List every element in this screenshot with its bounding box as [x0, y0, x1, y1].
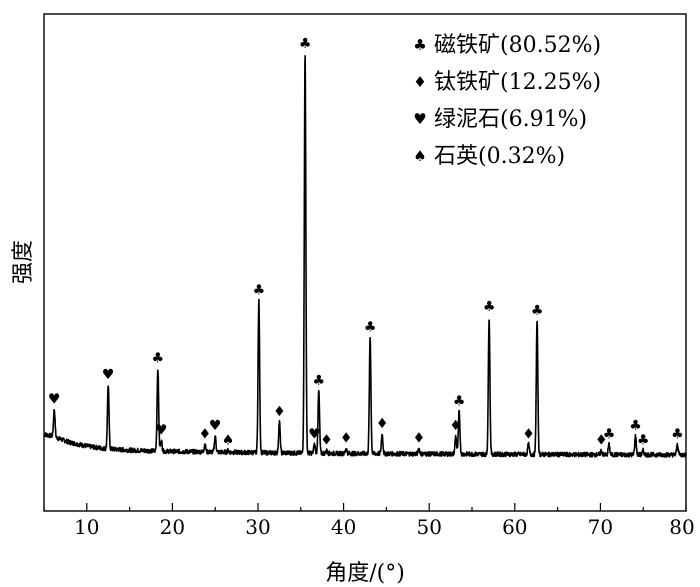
peak-marker: ♦ — [449, 418, 462, 434]
peak-marker: ♣ — [253, 283, 266, 299]
x-tick-label: 80 — [669, 515, 694, 539]
x-tick-label: 30 — [245, 515, 270, 539]
peak-marker: ♣ — [637, 433, 650, 449]
legend-symbol: ♥ — [413, 110, 426, 128]
x-tick-label: 40 — [331, 515, 356, 539]
peak-marker: ♦ — [320, 433, 333, 449]
peak-marker: ♣ — [629, 418, 642, 434]
peak-marker: ♦ — [376, 416, 389, 432]
peak-marker: ♥ — [308, 426, 321, 442]
legend-label: 钛铁矿(12.25%) — [434, 70, 601, 95]
legend-label: 石英(0.32%) — [434, 144, 565, 169]
legend-symbol: ♠ — [413, 147, 426, 165]
peak-marker: ♥ — [155, 422, 168, 438]
x-tick-label: 70 — [588, 515, 613, 539]
peak-marker: ♥ — [102, 367, 115, 383]
y-axis-label: 强度 — [11, 240, 36, 284]
legend-symbol: ♦ — [413, 73, 426, 91]
x-axis-ticks: 10 20 30 40 50 60 70 80 — [43, 503, 695, 539]
legend-label: 磁铁矿(80.52%) — [434, 33, 601, 58]
peak-marker: ♣ — [313, 373, 326, 389]
peak-marker: ♣ — [671, 426, 684, 442]
x-tick-label: 60 — [502, 515, 527, 539]
legend: ♣ 磁铁矿(80.52%) ♦ 钛铁矿(12.25%) ♥ 绿泥石(6.91%) ♠ 石英(0… — [413, 33, 601, 169]
peak-marker: ♦ — [595, 433, 608, 449]
peak-markers: ♥♥♣♥ ♦♥♠♣♦♣♥♣♦ ♦♣♦♦♦♣♣♦♣♦♣♣♣ ♣ — [48, 36, 684, 449]
peak-marker: ♣ — [453, 394, 466, 410]
plot-area — [43, 54, 687, 458]
peak-marker: ♦ — [273, 404, 286, 420]
x-tick-label: 10 — [74, 515, 99, 539]
peak-marker: ♣ — [603, 426, 616, 442]
peak-marker: ♣ — [364, 320, 377, 336]
peak-marker: ♣ — [299, 36, 312, 52]
peak-marker: ♥ — [48, 392, 61, 408]
peak-marker: ♦ — [522, 426, 535, 442]
peak-marker: ♣ — [152, 350, 165, 366]
peak-marker: ♦ — [413, 431, 426, 447]
legend-symbol: ♣ — [413, 36, 426, 54]
peak-marker: ♠ — [222, 433, 235, 449]
peak-marker: ♣ — [531, 303, 544, 319]
plot-frame — [43, 13, 687, 512]
peak-marker: ♥ — [209, 418, 222, 434]
x-tick-label: 20 — [160, 515, 185, 539]
peak-marker: ♦ — [199, 426, 212, 442]
peak-marker: ♦ — [340, 431, 353, 447]
x-axis-label: 角度/(°) — [325, 561, 405, 586]
x-tick-label: 50 — [416, 515, 441, 539]
xrd-pattern-line — [43, 54, 687, 458]
legend-label: 绿泥石(6.91%) — [434, 107, 587, 132]
peak-marker: ♣ — [483, 299, 496, 315]
